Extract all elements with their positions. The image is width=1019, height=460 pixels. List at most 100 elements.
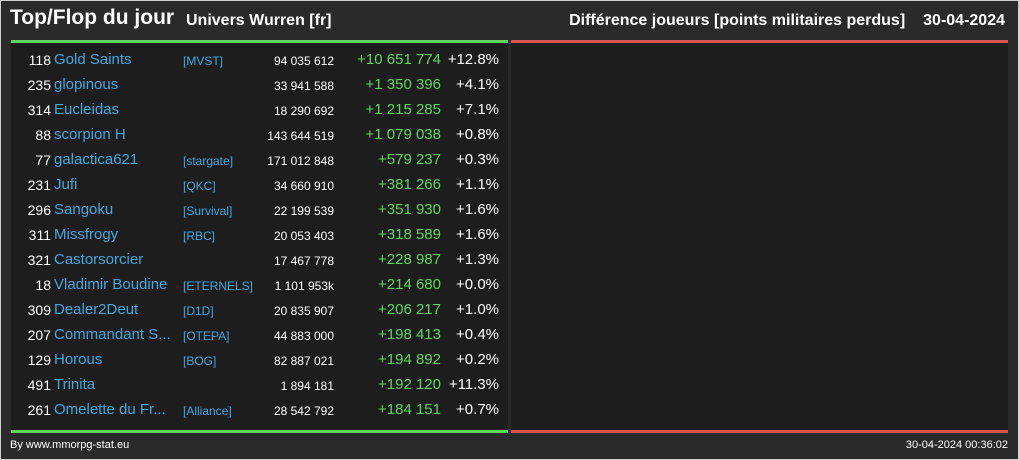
table-row: 129 Horous [BOG] 82 887 021 +194 892 +0.2% — [11, 348, 508, 373]
player-points: 18 290 692 — [273, 104, 334, 118]
player-name-link[interactable]: galactica621 — [54, 151, 139, 168]
alliance-link[interactable]: [Alliance] — [183, 404, 232, 418]
points-difference: +579 237 — [378, 151, 441, 168]
player-points: 20 835 907 — [273, 304, 334, 318]
table-row: 235 glopinous 33 941 588 +1 350 396 +4.1% — [11, 73, 508, 98]
points-difference: +1 215 285 — [365, 101, 442, 118]
percent-change: +11.3% — [448, 376, 499, 393]
alliance-link[interactable]: [Survival] — [183, 204, 233, 218]
top-panel: 118 Gold Saints [MVST] 94 035 612 +10 651 77… — [11, 40, 508, 433]
points-difference: +214 680 — [378, 276, 441, 293]
alliance-link[interactable]: [OTEPA] — [183, 329, 230, 343]
table-row: 118 Gold Saints [MVST] 94 035 612 +10 651 77… — [11, 48, 508, 73]
points-difference: +198 413 — [378, 326, 441, 343]
points-difference: +318 589 — [378, 226, 441, 243]
table-row: 231 Jufi [QKC] 34 660 910 +381 266 +1.1% — [11, 173, 508, 198]
player-rank: 491 — [27, 377, 51, 393]
player-name-link[interactable]: Vladimir Boudine — [54, 276, 168, 293]
source-link[interactable]: By www.mmorpg-stat.eu — [10, 439, 130, 451]
player-rank: 118 — [28, 52, 51, 68]
timestamp: 30-04-2024 00:36:02 — [905, 439, 1008, 451]
alliance-link[interactable]: [QKC] — [183, 179, 216, 193]
player-rank: 231 — [27, 177, 51, 193]
points-difference: +381 266 — [378, 176, 441, 193]
table-row: 321 Castorsorcier 17 467 778 +228 987 +1.3% — [11, 248, 508, 273]
player-name-link[interactable]: glopinous — [54, 76, 119, 93]
percent-change: +1.1% — [456, 176, 499, 193]
metric-label: Différence joueurs [points militaires pe… — [569, 12, 906, 29]
alliance-link[interactable]: [D1D] — [183, 304, 214, 318]
player-name-link[interactable]: Jufi — [54, 176, 78, 193]
player-points: 22 199 539 — [273, 204, 334, 218]
player-name-link[interactable]: Missfrogy — [54, 226, 119, 243]
player-points: 94 035 612 — [273, 54, 334, 68]
percent-change: +0.7% — [456, 401, 499, 418]
alliance-link[interactable]: [stargate] — [183, 154, 234, 168]
percent-change: +1.0% — [456, 301, 499, 318]
points-difference: +351 930 — [378, 201, 441, 218]
percent-change: +1.6% — [456, 226, 499, 243]
percent-change: +4.1% — [456, 76, 499, 93]
player-name-link[interactable]: Eucleidas — [54, 101, 120, 118]
player-rank: 129 — [27, 352, 51, 368]
table-row: 261 Omelette du Fr... [Alliance] 28 542 792… — [11, 398, 508, 423]
points-difference: +1 079 038 — [365, 126, 442, 143]
top-panel-bar-bottom — [11, 430, 508, 433]
points-difference: +10 651 774 — [357, 51, 441, 68]
flop-panel — [511, 40, 1008, 433]
universe-label: Univers Wurren [fr] — [186, 12, 332, 29]
player-rank: 18 — [35, 277, 51, 293]
table-row: 296 Sangoku [Survival] 22 199 539 +351 930 +1… — [11, 198, 508, 223]
player-name-link[interactable]: scorpion H — [54, 126, 126, 143]
alliance-link[interactable]: [ETERNELS] — [183, 279, 254, 293]
player-rank: 207 — [27, 327, 51, 343]
player-name-link[interactable]: Trinita — [54, 376, 96, 393]
percent-change: +0.4% — [456, 326, 499, 343]
player-points: 28 542 792 — [273, 404, 334, 418]
metric-heading: Différence joueurs [points militaires pe… — [569, 12, 1005, 30]
flop-panel-bar-top — [511, 40, 1008, 43]
player-rank: 296 — [27, 202, 51, 218]
player-name-link[interactable]: Horous — [54, 351, 103, 368]
player-points: 171 012 848 — [267, 154, 334, 168]
percent-change: +0.0% — [456, 276, 499, 293]
player-rank: 261 — [27, 402, 51, 418]
page-title: Top/Flop du jour — [10, 6, 175, 29]
player-points: 17 467 778 — [273, 254, 334, 268]
percent-change: +0.2% — [456, 351, 499, 368]
player-name-link[interactable]: Sangoku — [54, 201, 114, 218]
player-points: 82 887 021 — [273, 354, 334, 368]
player-points: 33 941 588 — [273, 79, 334, 93]
player-name-link[interactable]: Gold Saints — [54, 51, 132, 68]
player-rank: 235 — [27, 77, 51, 93]
top-panel-bar-top — [11, 40, 508, 43]
alliance-link[interactable]: [MVST] — [183, 54, 224, 68]
points-difference: +184 151 — [378, 401, 441, 418]
player-rank: 311 — [28, 227, 51, 243]
table-row: 207 Commandant S... [OTEPA] 44 883 000 +198 … — [11, 323, 508, 348]
points-difference: +228 987 — [378, 251, 441, 268]
player-rank: 77 — [35, 152, 51, 168]
player-points: 20 053 403 — [273, 229, 334, 243]
player-points: 1 101 953k — [274, 279, 334, 293]
player-rank: 321 — [27, 252, 51, 268]
date-label: 30-04-2024 — [923, 12, 1005, 29]
percent-change: +0.3% — [456, 151, 499, 168]
points-difference: +1 350 396 — [365, 76, 442, 93]
alliance-link[interactable]: [BOG] — [183, 354, 217, 368]
player-name-link[interactable]: Omelette du Fr... — [54, 401, 166, 418]
table-row: 314 Eucleidas 18 290 692 +1 215 285 +7.1% — [11, 98, 508, 123]
player-rank: 309 — [27, 302, 51, 318]
player-name-link[interactable]: Commandant S... — [54, 326, 171, 343]
table-row: 77 galactica621 [stargate] 171 012 848 +579 … — [11, 148, 508, 173]
player-name-link[interactable]: Castorsorcier — [54, 251, 144, 268]
percent-change: +1.6% — [456, 201, 499, 218]
player-rank: 88 — [35, 127, 51, 143]
player-rank: 314 — [27, 102, 51, 118]
player-name-link[interactable]: Dealer2Deut — [54, 301, 139, 318]
table-row: 309 Dealer2Deut [D1D] 20 835 907 +206 217 +1.… — [11, 298, 508, 323]
percent-change: +0.8% — [456, 126, 499, 143]
player-points: 44 883 000 — [273, 329, 334, 343]
alliance-link[interactable]: [RBC] — [183, 229, 216, 243]
percent-change: +1.3% — [456, 251, 499, 268]
